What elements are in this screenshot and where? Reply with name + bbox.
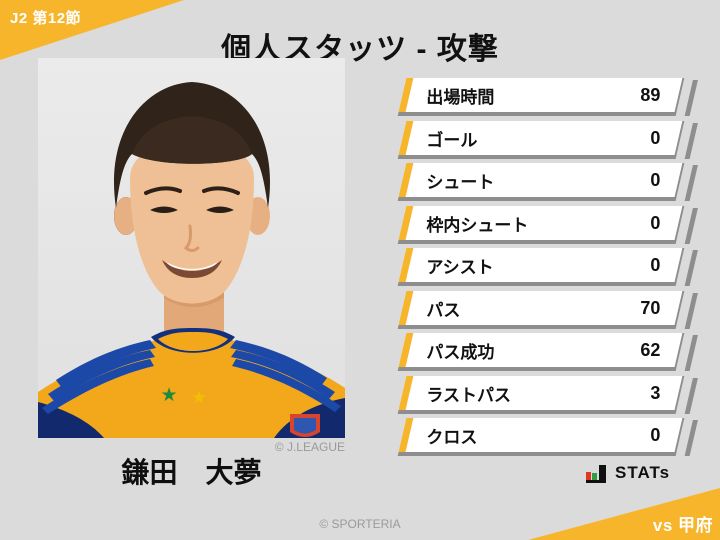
site-credit: © SPORTERIA xyxy=(319,517,401,531)
opponent-corner-banner: vs 甲府 xyxy=(528,488,720,540)
player-name: 鎌田 大夢 xyxy=(121,457,262,488)
bar-chart-logo-icon xyxy=(586,465,606,483)
stat-row-goals: ゴール 0 xyxy=(397,120,685,159)
svg-text:★: ★ xyxy=(160,384,177,406)
stat-value: 0 xyxy=(650,254,661,275)
stat-label: パス成功 xyxy=(426,342,495,362)
stat-label: パス xyxy=(426,300,461,319)
stat-label: 出場時間 xyxy=(426,87,495,107)
photo-credit: © J.LEAGUE xyxy=(274,440,345,454)
stat-value: 3 xyxy=(650,382,661,402)
next-opponent-label: vs 甲府 xyxy=(652,516,713,535)
matchday-label: J2 第12節 xyxy=(10,10,82,27)
stat-row-shots-on-target: 枠内シュート 0 xyxy=(397,205,685,244)
stat-row-key-passes: ラストパス 3 xyxy=(397,375,685,414)
stat-row-shots: シュート 0 xyxy=(397,163,685,201)
player-photo: ★ ★ xyxy=(38,58,345,438)
stat-value: 0 xyxy=(650,424,661,445)
stat-row-assists: アシスト 0 xyxy=(397,248,685,286)
stat-label: ゴール xyxy=(426,130,478,149)
stats-logo: STATs xyxy=(585,463,670,483)
stat-label: クロス xyxy=(426,427,478,447)
svg-text:★: ★ xyxy=(191,388,206,408)
stat-value: 70 xyxy=(640,297,661,317)
stat-value: 0 xyxy=(650,127,661,147)
stat-value: 89 xyxy=(640,84,661,105)
stat-row-passes: パス 70 xyxy=(397,290,685,329)
stat-row-passes-completed: パス成功 62 xyxy=(397,333,685,371)
player-portrait-illustration: ★ ★ xyxy=(38,58,345,438)
stats-logo-label: STATs xyxy=(615,463,671,482)
stats-list: 出場時間 89 ゴール 0 シュート 0 枠内シュート 0 アシスト 0 パス … xyxy=(397,78,685,461)
stat-label: アシスト xyxy=(426,257,494,277)
stat-label: ラストパス xyxy=(426,385,512,404)
stat-row-playing-time: 出場時間 89 xyxy=(397,78,685,116)
stat-value: 62 xyxy=(640,339,661,360)
stat-label: 枠内シュート xyxy=(426,215,529,234)
stat-value: 0 xyxy=(650,212,661,232)
stat-row-crosses: クロス 0 xyxy=(397,418,685,456)
stat-label: シュート xyxy=(426,172,495,192)
stat-value: 0 xyxy=(650,169,661,190)
